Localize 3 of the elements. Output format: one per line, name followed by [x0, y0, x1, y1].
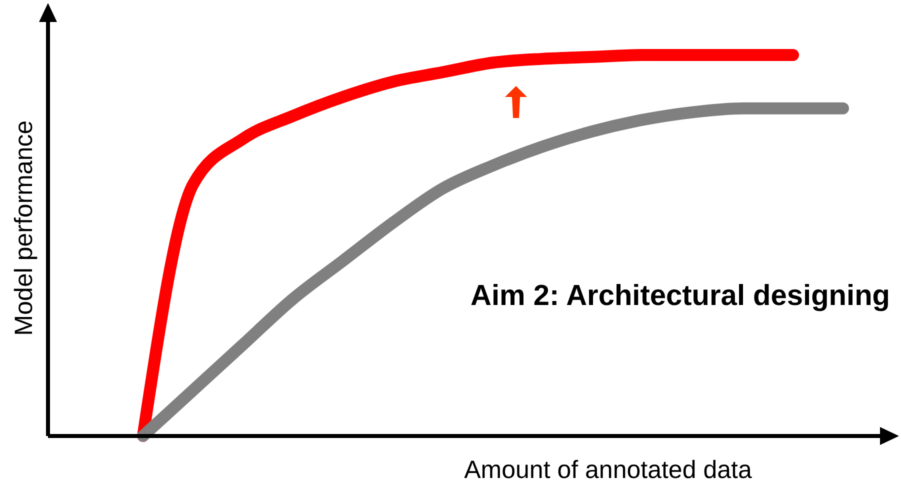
x-axis-title: Amount of annotated data [464, 456, 752, 484]
y-axis-title: Model performance [10, 120, 38, 336]
annotation: Aim 2: Architectural designing [470, 280, 890, 312]
